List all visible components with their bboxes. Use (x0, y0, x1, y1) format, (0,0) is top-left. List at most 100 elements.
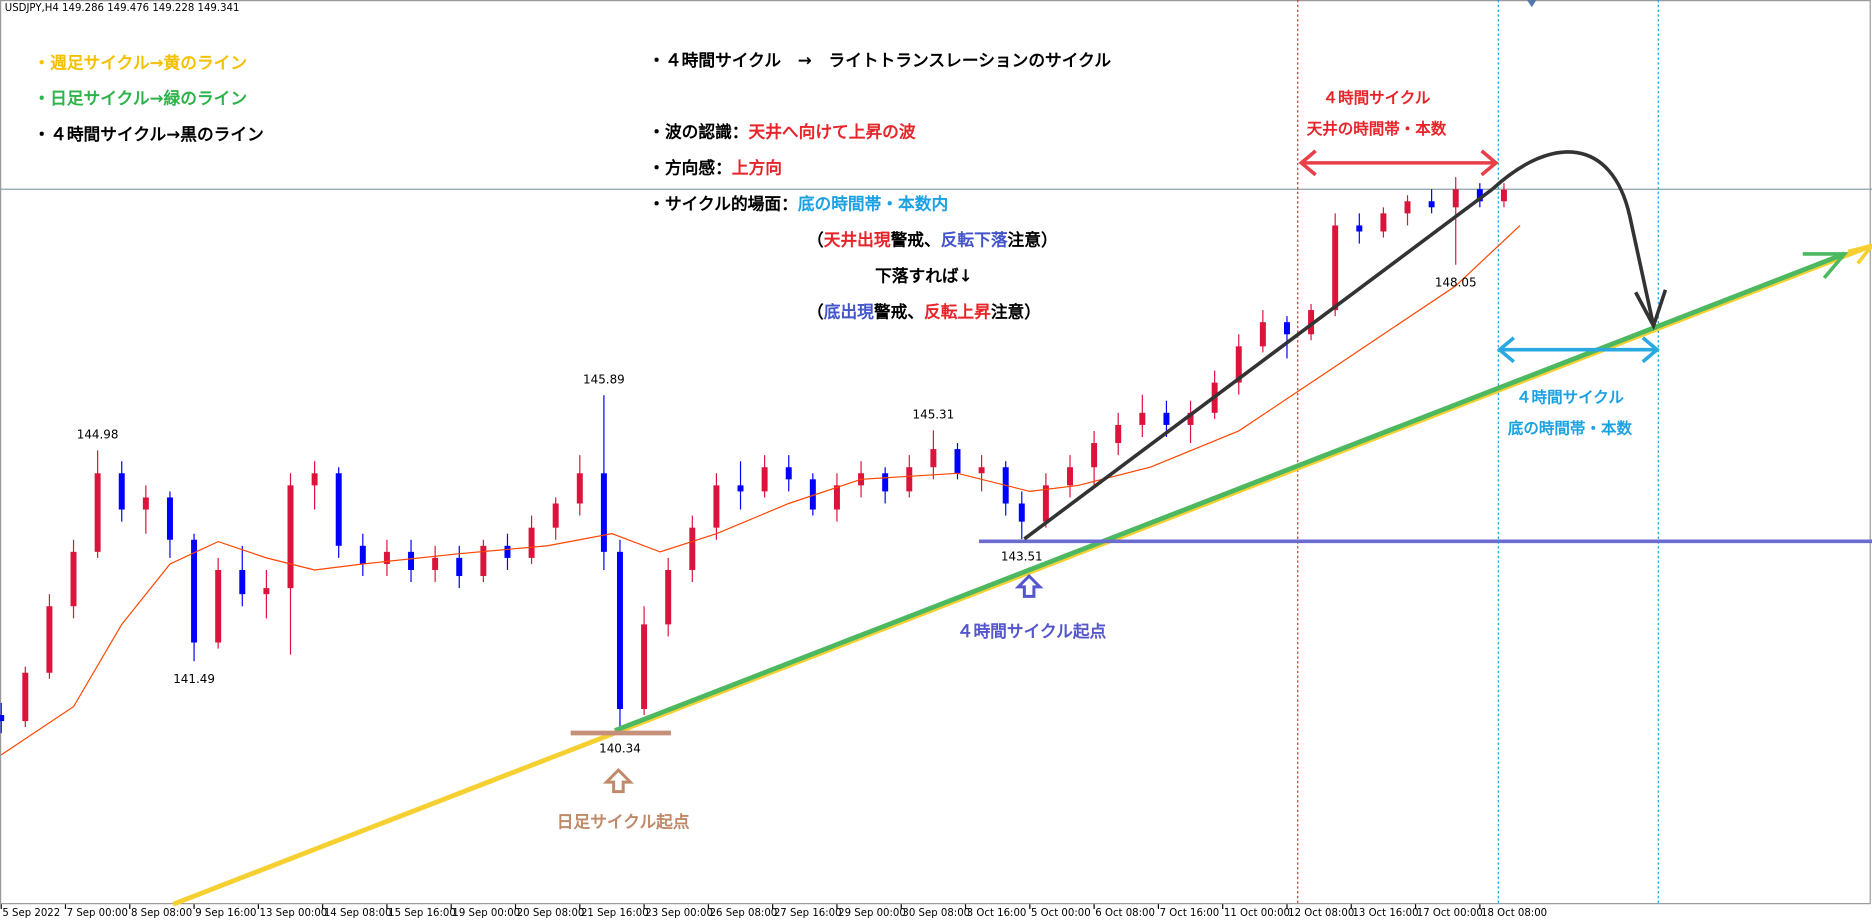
origin-arrow (1014, 573, 1044, 598)
candle-body (311, 473, 318, 486)
moving-average (0, 224, 1521, 756)
annotation-segment: ・４時間サイクル → ライトトランスレーションのサイクル (648, 50, 1111, 70)
candle-body (456, 557, 463, 577)
candle-body (713, 485, 720, 528)
candle-body (1018, 503, 1025, 522)
annotation-segment: 底の時間帯・本数内 (798, 194, 948, 214)
x-tick-label: 7 Oct 16:00 (1160, 908, 1220, 919)
annotation-segment: 下落すれば↓ (875, 265, 973, 285)
annotation-segment: 天井の時間帯・本数 (1307, 119, 1447, 138)
candle-body (906, 467, 913, 492)
candle-body (287, 485, 294, 589)
drawings (172, 149, 1872, 907)
x-tick-label: 3 Oct 16:00 (967, 908, 1027, 919)
candle-body (1067, 467, 1073, 486)
candle-body (142, 497, 149, 510)
annotation-segment: ・週足サイクル→黄のライン (33, 52, 247, 72)
price-label: 148.05 (1435, 275, 1477, 289)
candle-body (665, 569, 672, 625)
candle-body (504, 545, 511, 558)
annotation: ４時間サイクル起点 (957, 621, 1107, 641)
candle-body (1356, 225, 1363, 232)
candle-body (1042, 485, 1049, 522)
annotation-segment: ・４時間サイクル→黒のライン (33, 124, 263, 144)
price-label: 141.49 (173, 672, 215, 686)
annotation-segment: ・サイクル的場面： (648, 194, 798, 214)
candle-body (1308, 310, 1315, 335)
candle-body (166, 497, 173, 540)
candle-body (689, 527, 696, 570)
candle-body (576, 473, 583, 504)
arrow-head (1496, 336, 1515, 364)
annotation: （天井出現警戒、反転下落注意） (807, 229, 1058, 249)
annotation: ・週足サイクル→黄のライン (33, 52, 247, 72)
candle-body (359, 545, 366, 564)
candle-body (94, 473, 101, 552)
candle-body (1259, 322, 1266, 347)
annotation-segment: ４時間サイクル (1516, 387, 1624, 406)
candle-body (600, 473, 607, 552)
candle-body (191, 539, 198, 643)
annotation-segment: ・波の認識： (648, 122, 748, 142)
origin-arrow (602, 767, 634, 794)
x-tick-label: 9 Sep 16:00 (195, 908, 256, 919)
candle-body (432, 557, 439, 570)
x-tick-label: 12 Oct 08:00 (1288, 908, 1354, 919)
annotation-segment: ・方向感： (648, 158, 732, 178)
annotation-segment: （ (807, 301, 824, 321)
price-label: 145.31 (913, 407, 955, 421)
candle-body (930, 449, 937, 468)
candle-body (641, 624, 648, 710)
annotation: ・サイクル的場面：底の時間帯・本数内 (648, 194, 948, 214)
candle-body (0, 715, 5, 722)
candle-body (215, 569, 222, 643)
arrow-head (1847, 243, 1872, 265)
x-tick-label: 8 Sep 08:00 (131, 908, 192, 919)
candle-body (22, 672, 29, 722)
annotation: ・方向感：上方向 (648, 158, 782, 178)
price-label: 145.89 (583, 372, 625, 386)
arrow-head (1641, 336, 1660, 364)
candle-body (1332, 225, 1339, 311)
x-tick-label: 23 Sep 00:00 (645, 908, 713, 919)
annotation: 下落すれば↓ (875, 265, 973, 285)
arrow-head (1480, 149, 1499, 177)
marker (1526, 0, 1537, 8)
annotation-segment: 天井出現 (824, 229, 891, 249)
arrow-head (1802, 252, 1849, 280)
x-tick-label: 11 Oct 00:00 (1224, 908, 1290, 919)
price-label: 143.51 (1001, 550, 1043, 564)
x-tick-label: 29 Sep 00:00 (838, 908, 906, 919)
x-tick-label: 18 Oct 08:00 (1481, 908, 1547, 919)
price-label: 140.34 (599, 741, 641, 755)
candle-body (1139, 412, 1146, 425)
arrow-head (1298, 149, 1317, 177)
annotation: 日足サイクル起点 (557, 812, 690, 832)
candle-body (1091, 443, 1098, 468)
candle-body (383, 551, 390, 564)
annotation-segment: ４時間サイクル (1323, 88, 1431, 107)
x-tick-label: 17 Oct 00:00 (1417, 908, 1483, 919)
x-tick-label: 15 Sep 16:00 (388, 908, 456, 919)
annotation-segment: 上方向 (732, 158, 782, 178)
candle-body (480, 545, 487, 577)
candle-body (118, 473, 125, 510)
x-tick-label: 7 Sep 00:00 (67, 908, 128, 919)
candle-body (1476, 189, 1483, 202)
candle-body (785, 467, 792, 480)
annotation-segment: 注意） (991, 301, 1041, 321)
candle-body (616, 551, 623, 710)
candle-body (528, 527, 535, 558)
arrow-head (1634, 289, 1668, 331)
annotation-segment: （ (807, 229, 824, 249)
symbol-header: USDJPY,H4 149.286 149.476 149.228 149.34… (5, 3, 240, 14)
x-tick-label: 5 Oct 00:00 (1031, 908, 1091, 919)
annotation: ４時間サイクル (1323, 88, 1431, 107)
annotation: 天井の時間帯・本数 (1307, 119, 1447, 138)
annotation-segment: 反転下落 (941, 229, 1008, 249)
candle-body (1404, 201, 1411, 214)
x-tick-label: 19 Sep 00:00 (452, 908, 520, 919)
annotation-segment: 底出現 (824, 301, 874, 321)
